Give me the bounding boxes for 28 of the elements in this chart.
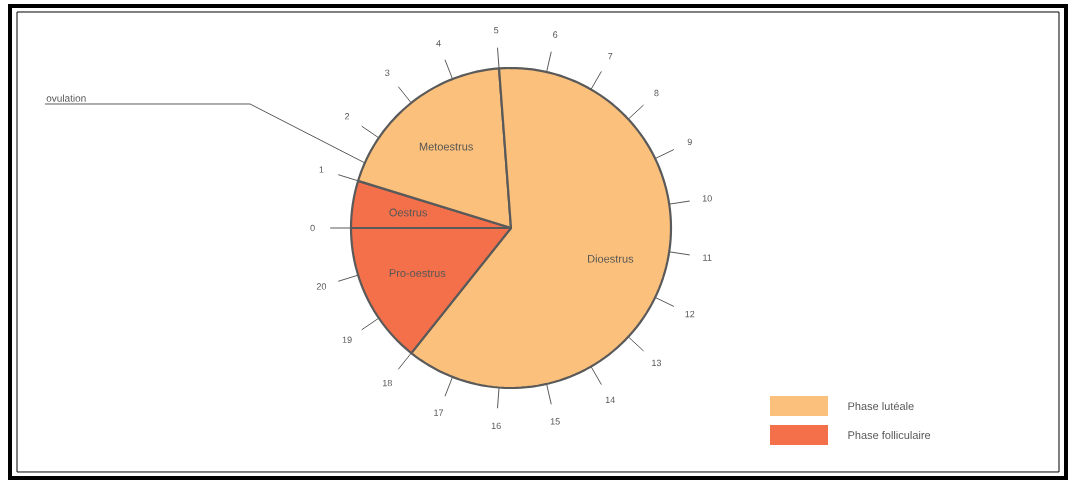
text: ovulation — [46, 94, 86, 102]
text: 15 — [550, 418, 560, 425]
text: 2 — [345, 113, 350, 120]
text: 1 — [319, 166, 324, 173]
text: 16 — [491, 422, 501, 430]
text: 3 — [385, 69, 390, 77]
slice-label: Dioestrus — [588, 254, 634, 263]
text: 12 — [685, 310, 695, 318]
slice-label: Oestrus — [389, 208, 428, 217]
text: 6 — [553, 31, 558, 38]
text: 9 — [687, 138, 692, 146]
slice-label: Pro-oestrus — [389, 269, 446, 277]
text: 19 — [342, 336, 352, 343]
text: 17 — [434, 409, 444, 416]
text: 10 — [702, 195, 712, 202]
text: Phase folliculaire — [848, 430, 931, 440]
text: Phase lutéale — [848, 401, 914, 411]
text: 0 — [310, 224, 315, 232]
text: 4 — [436, 40, 441, 47]
text: 20 — [316, 283, 327, 290]
text: 5 — [494, 27, 499, 34]
text: 18 — [382, 379, 392, 387]
text: 13 — [652, 359, 662, 367]
slice-label: Metoestrus — [419, 142, 473, 151]
text: 11 — [703, 254, 712, 261]
text: 14 — [605, 396, 615, 403]
text: 7 — [608, 53, 613, 60]
text: 8 — [654, 89, 659, 97]
